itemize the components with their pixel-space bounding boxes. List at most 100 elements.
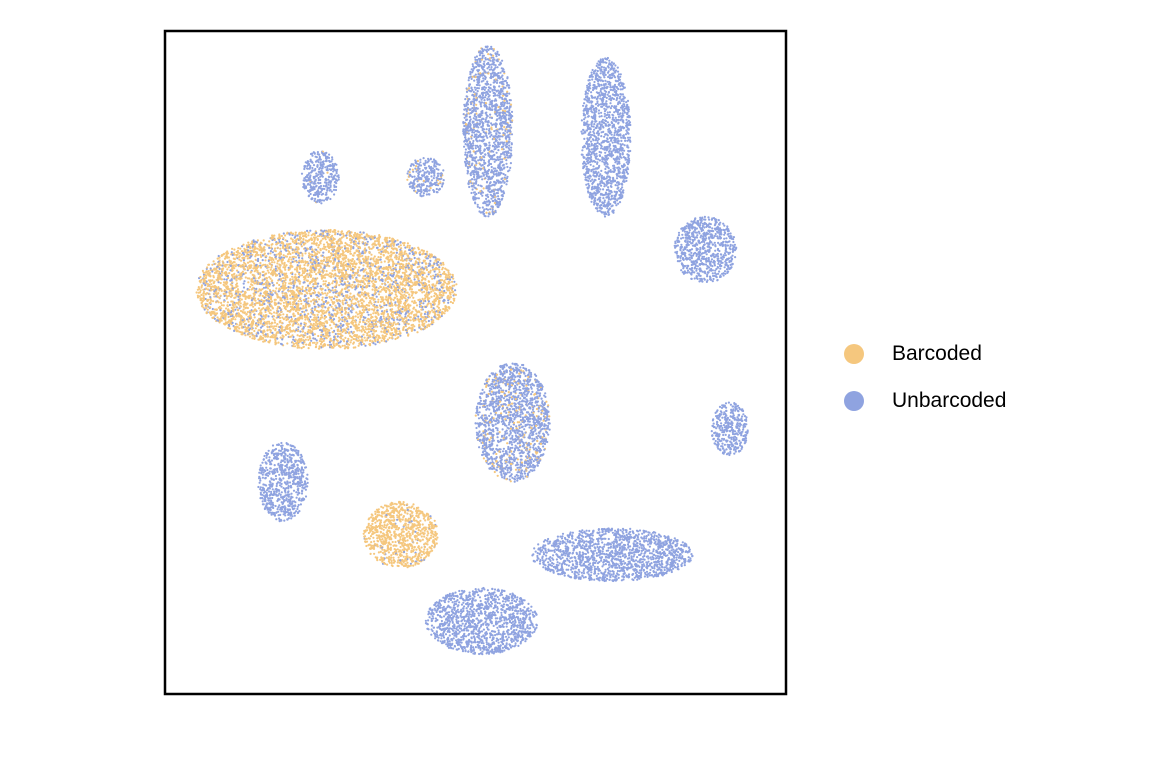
cell-point bbox=[284, 248, 287, 251]
cell-point bbox=[238, 327, 241, 330]
cell-point bbox=[286, 342, 289, 345]
cell-point bbox=[444, 267, 447, 270]
cell-point bbox=[332, 280, 335, 283]
cell-point bbox=[199, 275, 202, 279]
cell-point bbox=[366, 240, 369, 243]
cell-point bbox=[452, 277, 455, 280]
cell-point bbox=[314, 321, 318, 324]
cell-point bbox=[235, 279, 238, 282]
cell-point bbox=[334, 291, 337, 294]
cell-point bbox=[219, 309, 222, 312]
cell-point bbox=[407, 318, 410, 322]
cell-point bbox=[284, 268, 287, 271]
cell-point bbox=[330, 313, 333, 316]
cell-point bbox=[289, 290, 293, 293]
cell-point bbox=[209, 296, 212, 299]
cell-point bbox=[392, 323, 395, 327]
cell-point bbox=[385, 296, 388, 299]
cell-point bbox=[274, 339, 277, 342]
cell-point bbox=[383, 274, 386, 277]
cell-point bbox=[297, 344, 300, 347]
cell-point bbox=[221, 260, 224, 263]
cell-point bbox=[261, 336, 264, 340]
cell-point bbox=[259, 322, 262, 325]
cell-point bbox=[386, 338, 389, 341]
cell-point bbox=[386, 258, 389, 261]
cell-point bbox=[417, 278, 420, 281]
cell-point bbox=[226, 301, 229, 304]
cell-point bbox=[234, 265, 237, 268]
cell-point bbox=[447, 269, 450, 272]
cell-point bbox=[314, 264, 317, 267]
cell-point bbox=[410, 270, 413, 273]
cell-point bbox=[392, 327, 396, 330]
cell-point bbox=[230, 289, 233, 292]
cell-point bbox=[333, 323, 336, 326]
cell-point bbox=[326, 301, 330, 304]
cell-point bbox=[372, 312, 375, 315]
cell-point bbox=[344, 331, 348, 334]
cell-point bbox=[288, 326, 291, 329]
cell-point bbox=[392, 319, 395, 322]
cell-point bbox=[340, 269, 343, 272]
cell-point bbox=[351, 258, 354, 261]
cell-point bbox=[277, 302, 280, 305]
cell-point bbox=[303, 231, 307, 234]
cell-point bbox=[420, 288, 423, 291]
cell-point bbox=[242, 305, 245, 308]
cell-point bbox=[251, 260, 254, 263]
cell-point bbox=[453, 299, 456, 302]
cell-point bbox=[260, 315, 263, 318]
cell-point bbox=[252, 274, 255, 277]
cell-point bbox=[339, 300, 342, 303]
cell-point bbox=[296, 346, 299, 349]
cell-point bbox=[227, 323, 231, 326]
cell-point bbox=[266, 320, 269, 323]
cell-point bbox=[428, 253, 431, 256]
cell-point bbox=[371, 288, 374, 291]
cell-point bbox=[297, 294, 300, 297]
cell-point bbox=[275, 287, 278, 290]
cell-point bbox=[316, 313, 319, 316]
cell-point bbox=[222, 304, 225, 307]
cell-point bbox=[376, 320, 380, 323]
cell-point bbox=[252, 281, 255, 284]
cell-point bbox=[325, 270, 328, 273]
cell-point bbox=[413, 256, 416, 260]
cell-point bbox=[329, 228, 332, 232]
cell-point bbox=[415, 304, 419, 307]
cell-point bbox=[403, 284, 407, 287]
cell-point bbox=[447, 271, 450, 274]
cell-point bbox=[235, 323, 238, 326]
cell-point bbox=[374, 339, 377, 342]
cell-point bbox=[204, 302, 207, 306]
cell-point bbox=[416, 257, 419, 260]
cell-point bbox=[337, 325, 340, 328]
cell-point bbox=[400, 297, 404, 300]
cell-point bbox=[266, 269, 269, 272]
cell-point bbox=[349, 325, 352, 329]
cell-point bbox=[394, 303, 397, 306]
cell-point bbox=[397, 243, 400, 246]
cell-point bbox=[290, 247, 293, 250]
cell-point bbox=[437, 260, 440, 264]
cell-point bbox=[251, 328, 254, 331]
cell-point bbox=[358, 342, 361, 345]
cell-point bbox=[326, 343, 330, 347]
cell-point bbox=[398, 298, 402, 301]
cell-point bbox=[345, 270, 348, 274]
cell-point bbox=[350, 339, 353, 342]
cell-point bbox=[322, 259, 326, 262]
cell-point bbox=[345, 236, 348, 240]
cell-point bbox=[278, 287, 281, 290]
cell-point bbox=[336, 253, 340, 256]
cell-point bbox=[273, 238, 276, 242]
cell-point bbox=[357, 326, 360, 329]
cell-point bbox=[261, 249, 264, 252]
cell-point bbox=[370, 257, 373, 260]
cell-point bbox=[288, 282, 291, 285]
cell-point bbox=[363, 238, 366, 241]
cell-point bbox=[236, 325, 239, 328]
cell-point bbox=[384, 249, 388, 252]
cell-point bbox=[256, 331, 259, 334]
